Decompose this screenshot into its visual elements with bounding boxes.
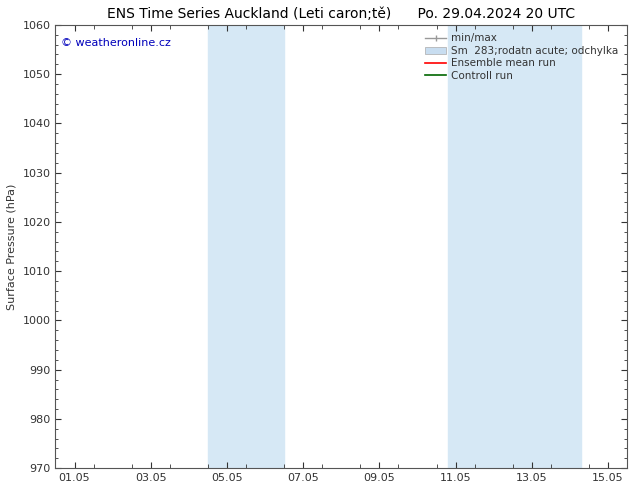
Legend: min/max, Sm  283;rodatn acute; odchylka, Ensemble mean run, Controll run: min/max, Sm 283;rodatn acute; odchylka, … [422, 30, 622, 84]
Bar [448, 25, 581, 468]
Bar [208, 25, 284, 468]
Text: © weatheronline.cz: © weatheronline.cz [61, 38, 171, 48]
Y-axis label: Surface Pressure (hPa): Surface Pressure (hPa) [7, 183, 17, 310]
Title: ENS Time Series Auckland (Leti caron;tě)      Po. 29.04.2024 20 UTC: ENS Time Series Auckland (Leti caron;tě)… [107, 7, 575, 21]
